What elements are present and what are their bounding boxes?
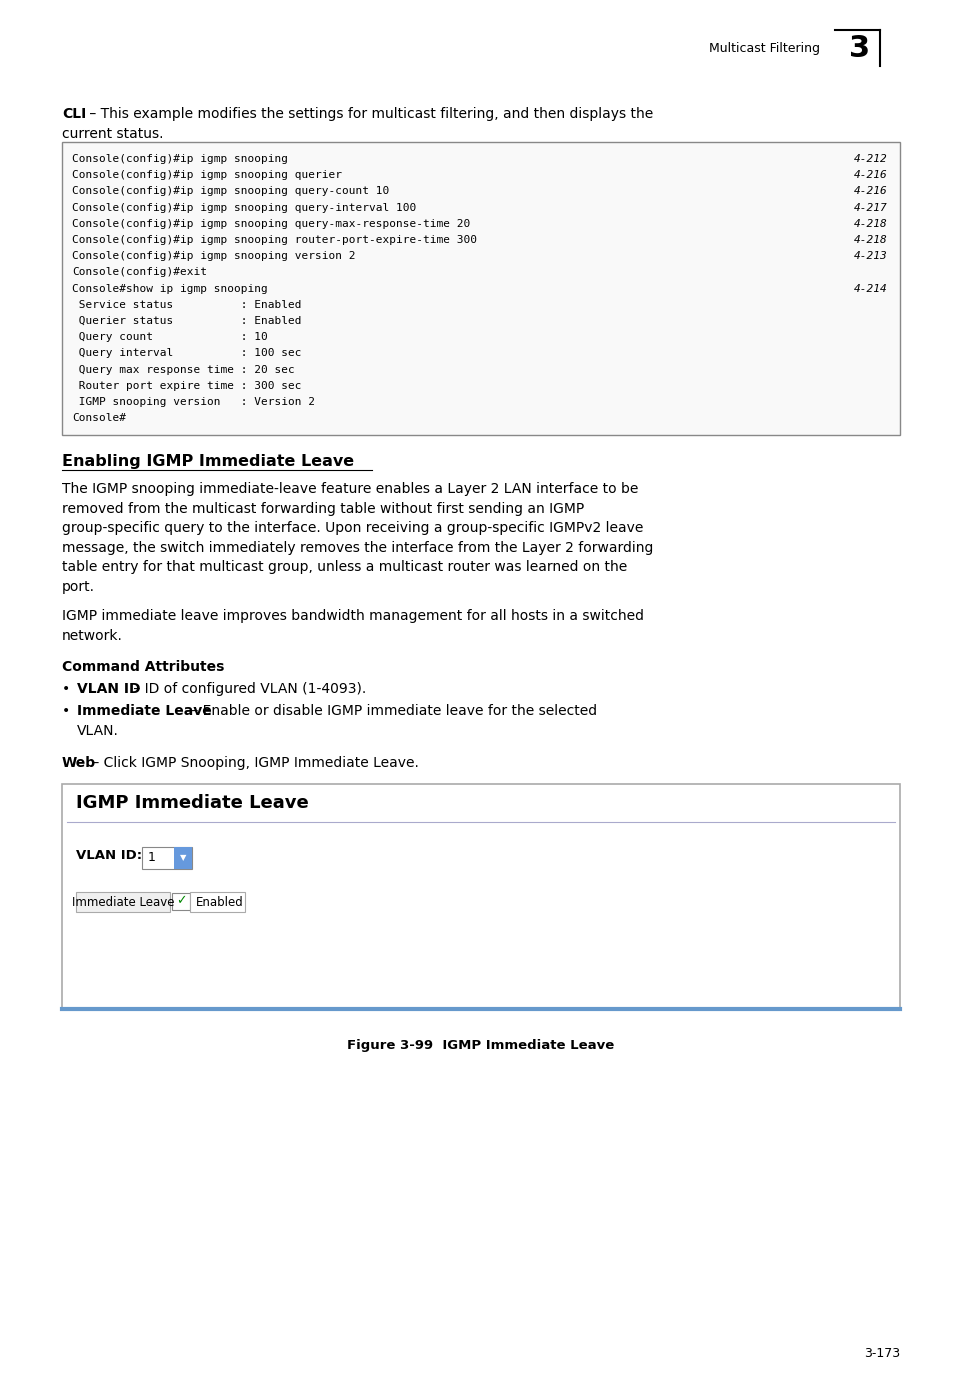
Bar	[76, 892, 170, 912]
Text: 4-214: 4-214	[853, 283, 887, 294]
Text: Immediate Leave: Immediate Leave	[71, 895, 174, 909]
Text: table entry for that multicast group, unless a multicast router was learned on t: table entry for that multicast group, un…	[62, 559, 626, 575]
Text: – Click IGMP Snooping, IGMP Immediate Leave.: – Click IGMP Snooping, IGMP Immediate Le…	[88, 756, 418, 770]
Text: – Enable or disable IGMP immediate leave for the selected: – Enable or disable IGMP immediate leave…	[187, 704, 597, 718]
Text: 3: 3	[848, 33, 870, 62]
Text: Console(config)#ip igmp snooping query-interval 100: Console(config)#ip igmp snooping query-i…	[71, 203, 416, 212]
Text: port.: port.	[62, 580, 95, 594]
Text: Console(config)#exit: Console(config)#exit	[71, 268, 207, 278]
Text: Command Attributes: Command Attributes	[62, 661, 224, 675]
Text: The IGMP snooping immediate-leave feature enables a Layer 2 LAN interface to be: The IGMP snooping immediate-leave featur…	[62, 482, 638, 496]
Text: Console(config)#ip igmp snooping query-count 10: Console(config)#ip igmp snooping query-c…	[71, 186, 389, 196]
Text: Console(config)#ip igmp snooping querier: Console(config)#ip igmp snooping querier	[71, 171, 341, 180]
Bar	[62, 784, 899, 1009]
Bar	[190, 892, 245, 912]
Text: Multicast Filtering: Multicast Filtering	[708, 42, 820, 54]
Text: Console(config)#ip igmp snooping version 2: Console(config)#ip igmp snooping version…	[71, 251, 355, 261]
Text: CLI: CLI	[62, 107, 86, 121]
Text: 4-216: 4-216	[853, 171, 887, 180]
Text: Enabled: Enabled	[195, 895, 244, 909]
Text: Service status          : Enabled: Service status : Enabled	[71, 300, 301, 310]
Text: 4-216: 4-216	[853, 186, 887, 196]
Text: – ID of configured VLAN (1-4093).: – ID of configured VLAN (1-4093).	[129, 682, 366, 695]
Text: Query count             : 10: Query count : 10	[71, 332, 268, 343]
Bar	[62, 142, 899, 434]
Text: Enabling IGMP Immediate Leave: Enabling IGMP Immediate Leave	[62, 454, 354, 469]
Text: ✓: ✓	[175, 894, 186, 908]
Text: IGMP immediate leave improves bandwidth management for all hosts in a switched: IGMP immediate leave improves bandwidth …	[62, 609, 643, 623]
Text: IGMP snooping version   : Version 2: IGMP snooping version : Version 2	[71, 397, 314, 407]
Text: removed from the multicast forwarding table without first sending an IGMP: removed from the multicast forwarding ta…	[62, 501, 583, 515]
Text: Router port expire time : 300 sec: Router port expire time : 300 sec	[71, 380, 301, 391]
Text: Console#: Console#	[71, 414, 126, 423]
Text: 3-173: 3-173	[863, 1346, 899, 1360]
Text: message, the switch immediately removes the interface from the Layer 2 forwardin: message, the switch immediately removes …	[62, 540, 653, 554]
Bar	[172, 892, 190, 911]
Text: Figure 3-99  IGMP Immediate Leave: Figure 3-99 IGMP Immediate Leave	[347, 1040, 614, 1052]
Text: 4-218: 4-218	[853, 219, 887, 229]
Text: 4-217: 4-217	[853, 203, 887, 212]
Text: •: •	[62, 704, 71, 718]
Text: VLAN ID:: VLAN ID:	[76, 849, 142, 862]
Text: 4-212: 4-212	[853, 154, 887, 164]
Text: ▼: ▼	[179, 854, 186, 862]
Text: group-specific query to the interface. Upon receiving a group-specific IGMPv2 le: group-specific query to the interface. U…	[62, 520, 642, 534]
Text: Console(config)#ip igmp snooping query-max-response-time 20: Console(config)#ip igmp snooping query-m…	[71, 219, 470, 229]
Text: •: •	[62, 682, 71, 695]
Text: VLAN.: VLAN.	[77, 725, 119, 738]
Text: VLAN ID: VLAN ID	[77, 682, 140, 695]
Text: Query interval          : 100 sec: Query interval : 100 sec	[71, 348, 301, 358]
Text: IGMP Immediate Leave: IGMP Immediate Leave	[76, 794, 309, 812]
Text: 1: 1	[148, 851, 155, 863]
Text: Immediate Leave: Immediate Leave	[77, 704, 212, 718]
Text: Query max response time : 20 sec: Query max response time : 20 sec	[71, 365, 294, 375]
Bar	[142, 847, 192, 869]
Text: network.: network.	[62, 629, 123, 643]
Text: 4-218: 4-218	[853, 235, 887, 246]
Text: Console(config)#ip igmp snooping: Console(config)#ip igmp snooping	[71, 154, 288, 164]
Text: – This example modifies the settings for multicast filtering, and then displays : – This example modifies the settings for…	[85, 107, 653, 121]
Text: Console(config)#ip igmp snooping router-port-expire-time 300: Console(config)#ip igmp snooping router-…	[71, 235, 476, 246]
Text: Querier status          : Enabled: Querier status : Enabled	[71, 316, 301, 326]
Text: Console#show ip igmp snooping: Console#show ip igmp snooping	[71, 283, 268, 294]
Text: current status.: current status.	[62, 126, 163, 142]
Text: 4-213: 4-213	[853, 251, 887, 261]
Bar	[173, 847, 192, 869]
Text: Web: Web	[62, 756, 96, 770]
